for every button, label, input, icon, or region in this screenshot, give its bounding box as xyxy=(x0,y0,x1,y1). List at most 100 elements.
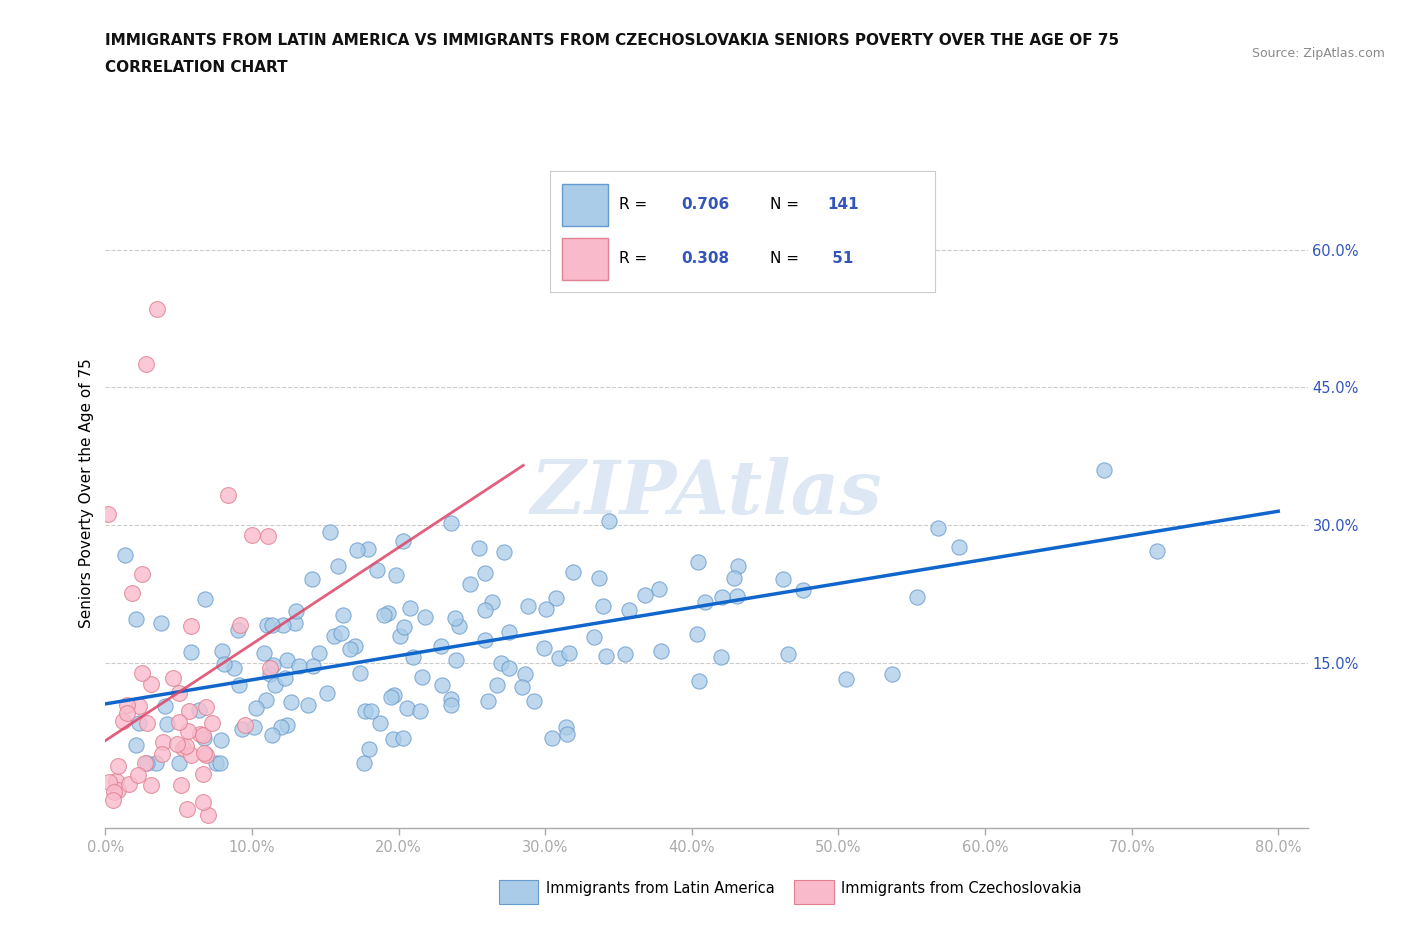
Point xyxy=(523,694,546,709)
Point xyxy=(544,591,567,605)
Point xyxy=(131,567,153,582)
Point xyxy=(776,646,799,661)
Point xyxy=(226,623,249,638)
Point xyxy=(136,756,159,771)
Point xyxy=(727,559,749,574)
Point xyxy=(264,678,287,693)
Point xyxy=(562,565,585,579)
Point xyxy=(474,603,496,618)
Point xyxy=(557,645,579,660)
Point xyxy=(194,591,217,606)
Point xyxy=(353,756,375,771)
Point xyxy=(152,735,174,750)
Point xyxy=(440,516,463,531)
Point xyxy=(357,541,380,556)
Point xyxy=(592,599,614,614)
Point xyxy=(723,571,745,586)
Point xyxy=(534,602,557,617)
Point xyxy=(449,618,471,633)
Point xyxy=(357,741,380,756)
Point xyxy=(98,775,121,790)
Point xyxy=(905,590,928,604)
Point xyxy=(392,619,415,634)
Point xyxy=(316,685,339,700)
Point xyxy=(117,777,139,791)
Point xyxy=(533,641,555,656)
Point xyxy=(104,774,127,789)
Point xyxy=(201,715,224,730)
Point xyxy=(276,718,298,733)
Point xyxy=(191,794,214,809)
Point xyxy=(547,651,569,666)
Point xyxy=(772,572,794,587)
Point xyxy=(228,677,250,692)
Point xyxy=(276,653,298,668)
Point xyxy=(297,698,319,712)
Point xyxy=(121,585,143,600)
Point xyxy=(368,716,391,731)
Point xyxy=(188,726,211,741)
Point xyxy=(598,513,620,528)
Point xyxy=(688,673,710,688)
Point xyxy=(166,737,188,751)
Point xyxy=(516,598,538,613)
Point xyxy=(262,618,284,632)
Point xyxy=(440,698,463,712)
Point xyxy=(204,756,226,771)
Text: Immigrants from Czechoslovakia: Immigrants from Czechoslovakia xyxy=(841,881,1081,896)
Point xyxy=(194,699,217,714)
Point xyxy=(167,714,190,729)
Point xyxy=(128,698,150,713)
Point xyxy=(259,667,281,682)
Point xyxy=(127,768,149,783)
Point xyxy=(179,704,201,719)
Point xyxy=(588,570,610,585)
Point xyxy=(595,648,617,663)
Point xyxy=(648,582,671,597)
Point xyxy=(180,748,202,763)
Text: Source: ZipAtlas.com: Source: ZipAtlas.com xyxy=(1251,46,1385,60)
Point xyxy=(134,756,156,771)
Point xyxy=(139,777,162,792)
Point xyxy=(617,603,640,618)
Point xyxy=(233,718,256,733)
Point xyxy=(328,558,350,573)
Point xyxy=(650,644,672,658)
Point xyxy=(180,618,202,633)
Point xyxy=(167,756,190,771)
Point xyxy=(284,616,307,631)
Point xyxy=(430,639,453,654)
Text: CORRELATION CHART: CORRELATION CHART xyxy=(105,60,288,75)
Point xyxy=(396,700,419,715)
Point xyxy=(430,677,453,692)
Point xyxy=(135,715,157,730)
Point xyxy=(245,700,267,715)
Point xyxy=(211,732,233,747)
Point xyxy=(162,671,184,685)
Text: IMMIGRANTS FROM LATIN AMERICA VS IMMIGRANTS FROM CZECHOSLOVAKIA SENIORS POVERTY : IMMIGRANTS FROM LATIN AMERICA VS IMMIGRA… xyxy=(105,33,1119,47)
Point xyxy=(153,698,176,713)
Point xyxy=(382,688,405,703)
Point xyxy=(1094,463,1116,478)
Point xyxy=(124,611,146,626)
Point xyxy=(115,698,138,713)
Point xyxy=(927,521,949,536)
Point xyxy=(145,756,167,771)
Point xyxy=(115,706,138,721)
Point xyxy=(409,704,432,719)
Point xyxy=(446,653,468,668)
Point xyxy=(330,625,353,640)
Text: Immigrants from Latin America: Immigrants from Latin America xyxy=(546,881,775,896)
Point xyxy=(271,618,294,632)
Point xyxy=(402,650,425,665)
Point xyxy=(211,644,233,658)
Point xyxy=(1146,543,1168,558)
Point xyxy=(882,667,904,682)
Point xyxy=(360,704,382,719)
Point xyxy=(302,658,325,673)
Point xyxy=(486,678,509,693)
Point xyxy=(614,646,637,661)
Point xyxy=(332,607,354,622)
Point xyxy=(399,601,422,616)
Point xyxy=(242,527,264,542)
